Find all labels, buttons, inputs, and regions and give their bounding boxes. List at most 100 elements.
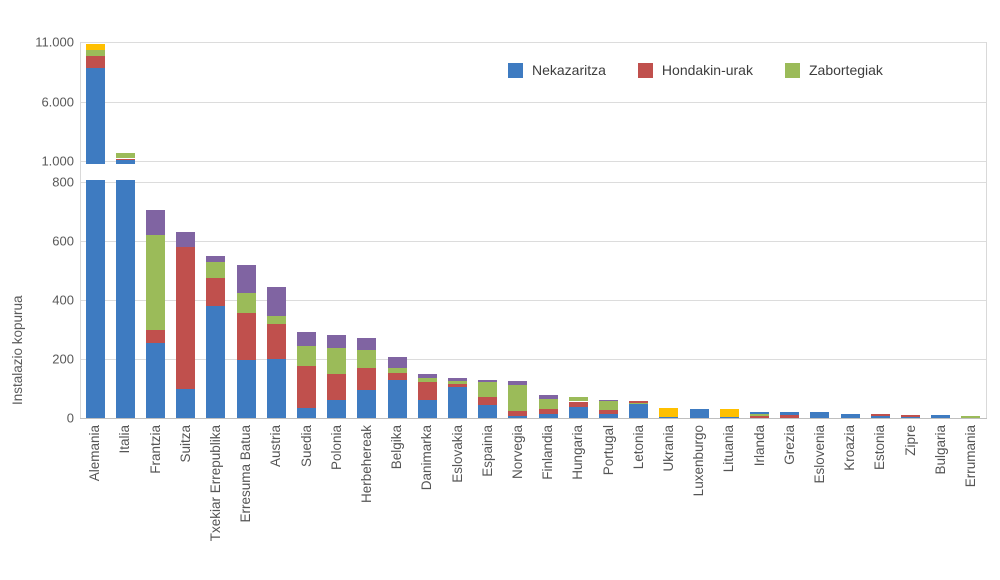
legend-swatch-red: [637, 62, 653, 78]
bar-segment: [599, 400, 618, 401]
bar-segment: [750, 415, 769, 418]
x-axis-label: Polonia: [328, 425, 344, 471]
bar-segment: [115, 153, 135, 159]
bar-segment: [327, 347, 347, 375]
x-axis-label: Frantzia: [147, 425, 163, 474]
x-axis-label: Kroazia: [842, 425, 858, 471]
bar-segment: [115, 159, 135, 164]
bar-segment: [146, 210, 165, 236]
bar-segment: [780, 415, 800, 418]
bar-segment: [568, 407, 588, 418]
bar-segment: [508, 415, 528, 418]
gridline: [80, 161, 986, 162]
gridline: [80, 42, 986, 43]
x-axis-label: Lituania: [721, 425, 737, 473]
bar-segment: [266, 316, 286, 324]
bar-segment: [357, 350, 377, 368]
x-axis-label: Letonia: [630, 425, 646, 470]
bar-segment: [85, 55, 105, 69]
x-axis-label: Alemania: [87, 425, 103, 482]
bar-segment: [176, 246, 196, 389]
bar-segment: [448, 384, 467, 388]
bar-segment: [568, 397, 588, 402]
legend-label: Nekazaritza: [532, 62, 606, 78]
y-tick-label: 6.000: [41, 94, 74, 109]
legend-item-zabortegiak: Zabortegiak: [784, 62, 883, 78]
bar-segment: [750, 413, 769, 416]
lower-axis-panel: [80, 180, 986, 418]
y-tick-label: 600: [52, 233, 74, 249]
gridline: [80, 359, 986, 360]
legend-label: Zabortegiak: [808, 62, 883, 78]
bar-segment: [176, 388, 196, 418]
y-tick-label: 200: [52, 351, 74, 367]
bar-segment: [689, 409, 709, 418]
bar-segment: [146, 235, 165, 330]
bar-segment: [417, 374, 437, 378]
bar-segment: [901, 416, 920, 418]
bar-segment: [85, 44, 105, 50]
x-axis-label: Portugal: [600, 425, 616, 476]
x-axis-label: Austria: [268, 425, 284, 468]
bar-segment: [629, 403, 649, 418]
bar-segment: [236, 360, 256, 418]
bar-segment: [146, 342, 165, 418]
bar-segment: [206, 305, 226, 418]
bar-segment: [719, 409, 739, 418]
bar-segment: [236, 293, 256, 314]
bar-segment: [266, 286, 286, 317]
bar-segment: [870, 415, 890, 418]
plot-border-right: [986, 42, 987, 418]
bar-segment: [780, 411, 800, 416]
x-axis-label: Espainia: [479, 425, 495, 477]
bar-segment: [297, 332, 316, 346]
bar-segment: [719, 417, 739, 418]
gridline: [80, 182, 986, 183]
bar-segment: [387, 372, 407, 380]
x-axis-label: Irlanda: [751, 425, 767, 467]
x-axis-label: Txekiar Errepublika: [207, 425, 223, 542]
bar-segment: [357, 367, 377, 390]
bar-segment: [840, 413, 860, 418]
bar-segment: [206, 277, 226, 306]
bar-segment: [568, 401, 588, 408]
x-axis-label: Eslovakia: [449, 425, 465, 483]
bar-segment: [810, 412, 830, 418]
x-axis-label: Zipre: [902, 425, 918, 456]
bar-segment: [478, 404, 498, 418]
bar-segment: [327, 400, 347, 418]
x-axis-label: Grezia: [781, 425, 797, 465]
x-axis-label: Errumania: [962, 425, 978, 488]
bar-segment: [659, 417, 679, 418]
x-axis-label: Hungaria: [570, 425, 586, 480]
x-axis-label: Bulgaria: [932, 425, 948, 475]
bar-segment: [417, 377, 437, 383]
bar-segment: [357, 338, 377, 351]
bar-segment: [478, 382, 498, 397]
bar-segment: [478, 396, 498, 405]
bar-segment: [538, 413, 558, 418]
x-axis-label: Finlandia: [540, 425, 556, 480]
bar-segment: [508, 384, 528, 411]
x-axis-label: Italia: [117, 425, 133, 454]
bar-segment: [206, 255, 226, 262]
bar-segment: [538, 398, 558, 410]
legend-swatch-blue: [508, 62, 523, 78]
bar-segment: [599, 413, 618, 418]
bar-segment: [448, 380, 467, 385]
bar-segment: [357, 389, 377, 418]
bar-segment: [236, 265, 256, 294]
bar-segment: [297, 366, 316, 408]
bar-segment: [417, 382, 437, 401]
x-axis-label: Belgika: [389, 425, 405, 470]
legend-item-nekazaritza: Nekazaritza: [508, 62, 606, 78]
x-axis-label: Suitza: [177, 425, 193, 463]
bar-segment: [448, 378, 467, 381]
bar-segment: [85, 180, 105, 418]
bar-segment: [146, 329, 165, 343]
plot-border-left: [80, 42, 81, 418]
x-axis-label: Ukrania: [660, 425, 676, 472]
bar-segment: [266, 359, 286, 418]
x-axis-line: [80, 418, 987, 419]
bar-segment: [85, 68, 105, 164]
